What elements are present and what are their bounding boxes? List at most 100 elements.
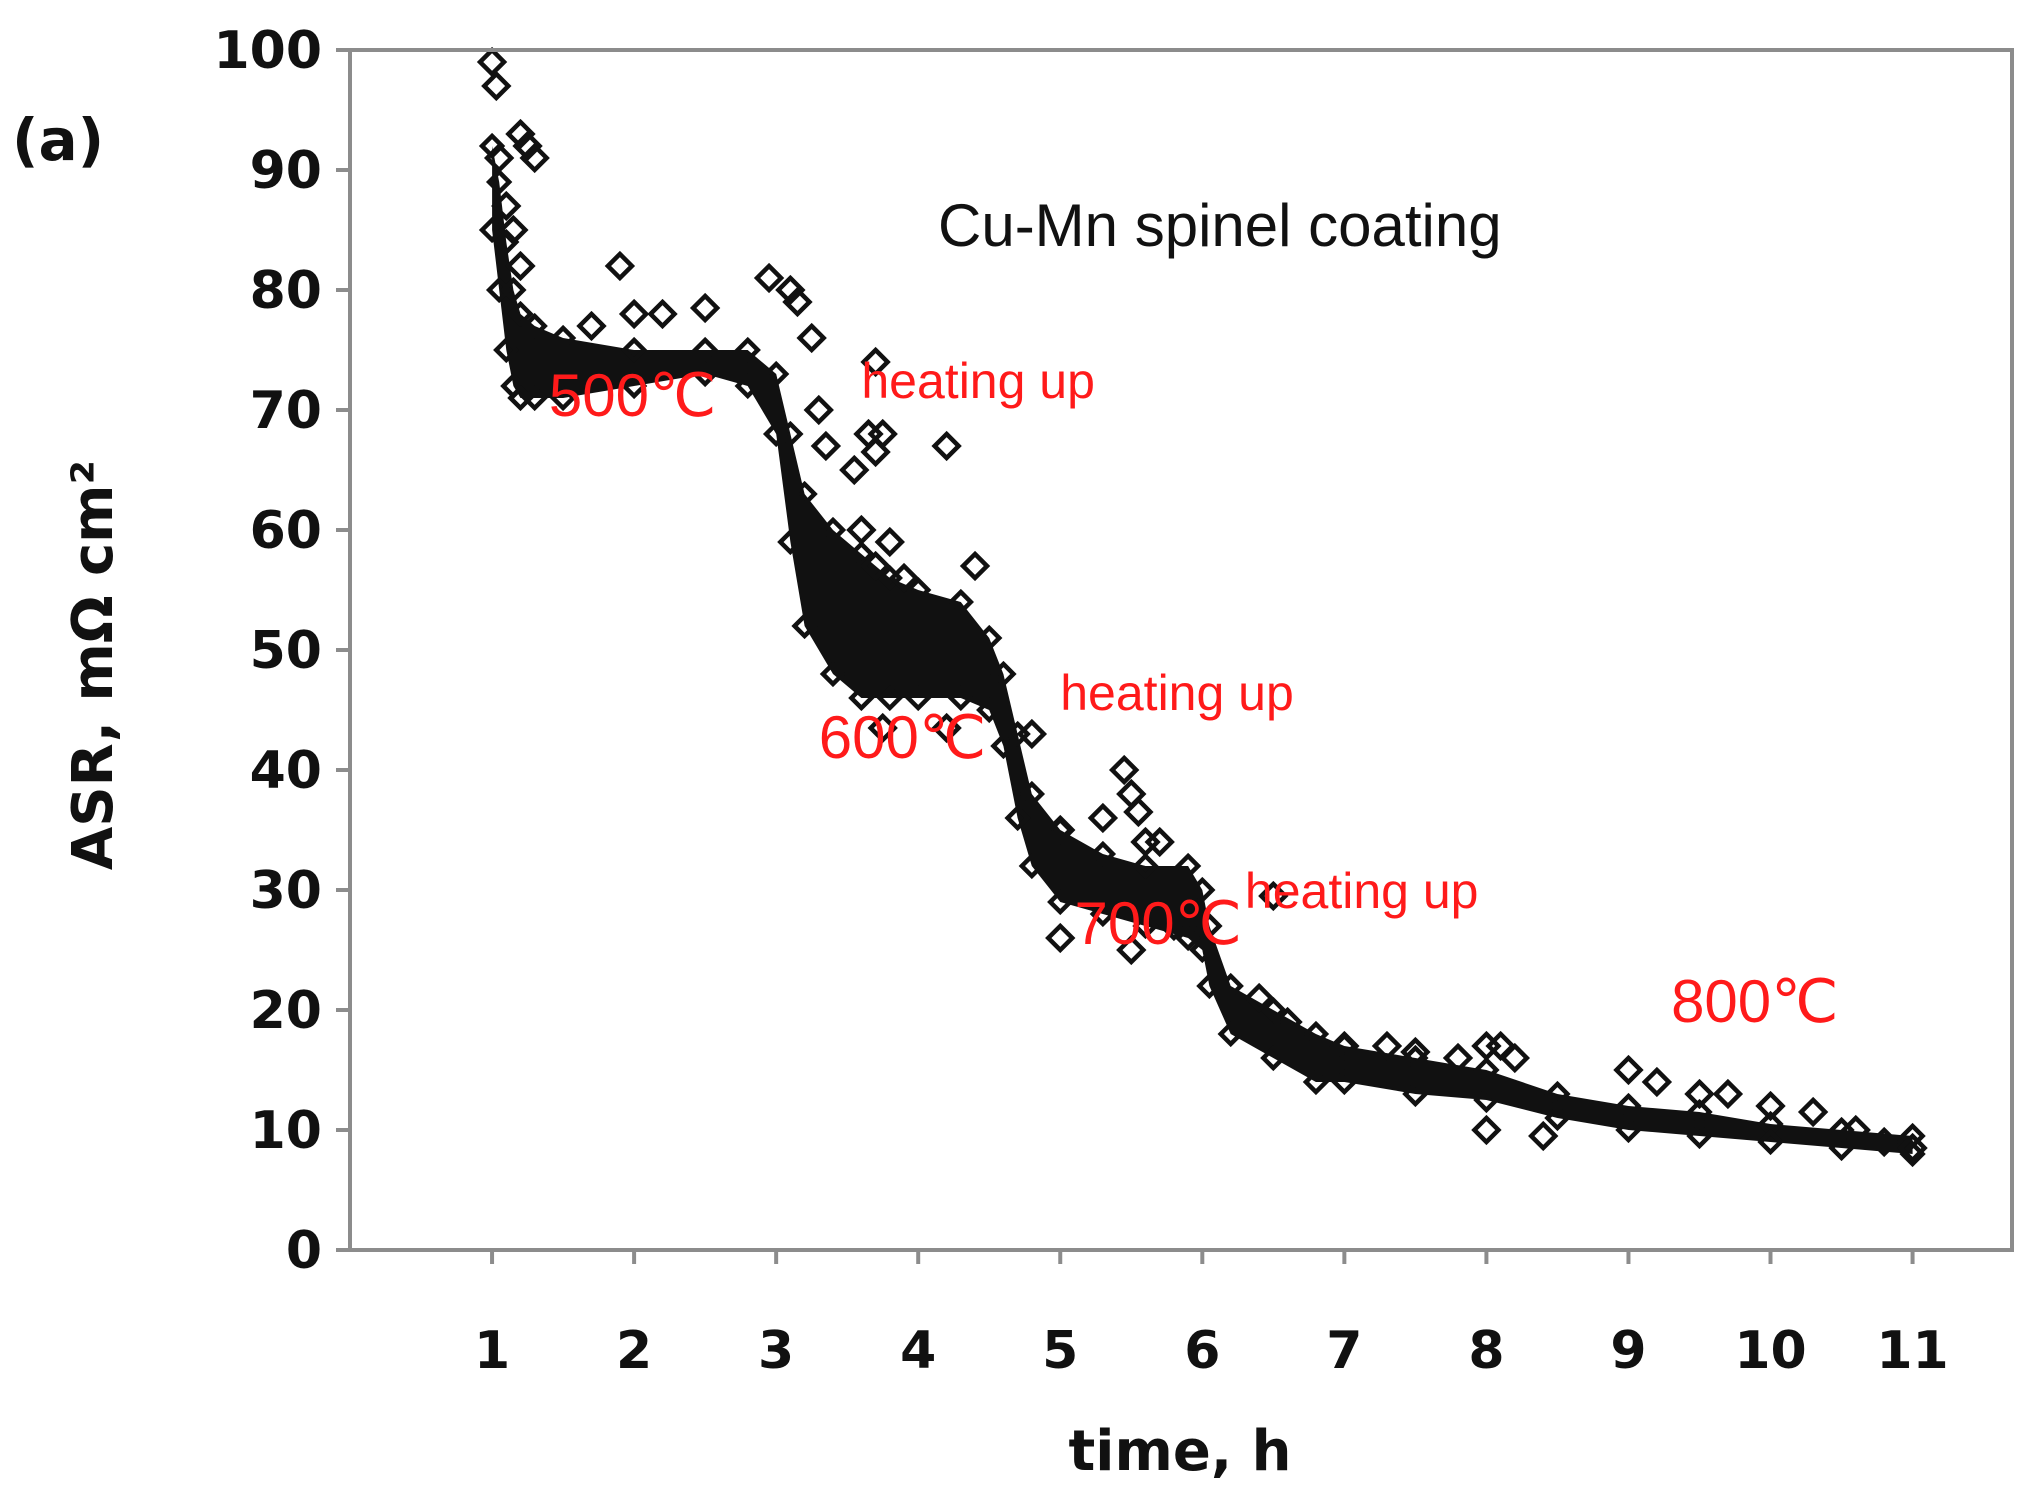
band-edge-marker (734, 372, 761, 400)
temperature-annotation: 800℃ (1671, 968, 1839, 1035)
band-edge-marker (905, 576, 932, 604)
band-edge-marker (1615, 1116, 1642, 1144)
data-point (753, 262, 785, 294)
band-edge-marker (1089, 840, 1117, 868)
x-tick-label: 2 (616, 1321, 652, 1381)
data-point (867, 712, 898, 744)
band-edge-marker (549, 384, 577, 412)
data-point (512, 130, 543, 162)
band-edge-marker (1473, 1056, 1500, 1084)
x-tick-label: 7 (1326, 1321, 1362, 1381)
band-edge-marker (1196, 972, 1223, 1000)
band-edge-marker (521, 312, 548, 340)
data-point (1840, 1114, 1871, 1146)
y-tick-label: 50 (250, 621, 322, 681)
data-point (1329, 1030, 1360, 1062)
band-edge-marker (990, 660, 1017, 688)
band-edge-marker (1217, 972, 1244, 1000)
y-tick-label: 90 (250, 141, 322, 201)
heating-up-annotation: heating up (861, 353, 1095, 409)
data-point (803, 394, 834, 426)
band-edge-marker (691, 360, 719, 388)
x-tick-label: 6 (1184, 1321, 1220, 1381)
y-axis-title: ASR, mΩ cm² (61, 460, 126, 870)
data-point (576, 310, 607, 342)
data-point (1045, 814, 1076, 846)
band-edge-marker (1018, 852, 1046, 880)
data-point (1528, 1120, 1559, 1152)
data-point (505, 118, 536, 150)
data-point (1613, 1054, 1644, 1086)
x-tick-label: 8 (1468, 1321, 1504, 1381)
data-point (647, 298, 678, 330)
data-point (618, 298, 650, 330)
band-edge-marker (734, 336, 761, 364)
heating-up-annotation: heating up (1060, 665, 1294, 721)
data-point (860, 550, 891, 582)
band-edge-marker (1174, 924, 1202, 952)
band-edge-marker (500, 276, 527, 304)
data-point (519, 142, 550, 174)
band-edge-marker (1089, 900, 1117, 928)
data-point (959, 550, 991, 582)
x-tick-label: 11 (1876, 1321, 1948, 1381)
band-edge-marker (478, 216, 506, 244)
data-point (483, 142, 515, 174)
data-point (931, 712, 962, 744)
band-edge-marker (905, 684, 932, 712)
temperature-annotation: 500℃ (549, 362, 717, 429)
y-tick-label: 10 (250, 1101, 322, 1161)
data-point (1016, 718, 1048, 750)
band-edge-marker (947, 684, 975, 712)
data-point (1499, 1042, 1531, 1074)
band-edge-marker (1196, 912, 1223, 940)
data-point (860, 346, 891, 378)
data-point (1144, 826, 1175, 858)
heating-up-annotation: heating up (1245, 863, 1479, 919)
band-edge-marker (1402, 1080, 1429, 1108)
data-point (1371, 1030, 1403, 1062)
band-edge-marker (1828, 1134, 1855, 1162)
band-edge-marker (493, 336, 520, 364)
y-tick-label: 60 (250, 501, 322, 561)
band-edge-marker (1018, 780, 1046, 808)
band-edge-marker (1686, 1098, 1713, 1126)
band-edge-marker (1189, 936, 1216, 964)
data-point (796, 322, 827, 354)
x-tick-label: 3 (758, 1321, 794, 1381)
x-tick-label: 9 (1610, 1321, 1646, 1381)
band-edge-marker (976, 696, 1003, 724)
y-tick-label: 100 (213, 21, 322, 81)
data-point (1400, 1036, 1431, 1068)
band-edge-marker (507, 300, 534, 328)
temperature-annotation: 700℃ (1074, 890, 1242, 957)
data-point (1116, 934, 1147, 966)
band-edge-marker (1132, 852, 1159, 880)
band-edge-marker (1260, 1044, 1287, 1072)
y-tick-label: 40 (250, 741, 322, 801)
band-edge-marker (819, 660, 847, 688)
data-point (1243, 982, 1275, 1014)
data-point (1123, 796, 1154, 828)
data-point (1258, 880, 1289, 912)
band-edge-marker (1302, 1068, 1330, 1096)
band-edge-marker (848, 540, 875, 568)
y-tick-label: 0 (286, 1221, 322, 1281)
band-edge-marker (1473, 1086, 1500, 1114)
band-edge-marker (1544, 1104, 1571, 1132)
band-edge-marker (1189, 876, 1216, 904)
data-point (1442, 1042, 1474, 1074)
data-point (1712, 1078, 1744, 1110)
data-point (1868, 1126, 1900, 1158)
band-edge-marker (791, 612, 818, 640)
data-point (1045, 922, 1076, 954)
band-edge-marker (819, 516, 847, 544)
data-point (689, 292, 721, 324)
temperature-annotation: 600℃ (819, 704, 987, 771)
data-point (1108, 754, 1140, 786)
data-point (1087, 802, 1119, 834)
band-edge-marker (848, 684, 875, 712)
data-point (1797, 1096, 1829, 1128)
data-point (1897, 1132, 1928, 1164)
